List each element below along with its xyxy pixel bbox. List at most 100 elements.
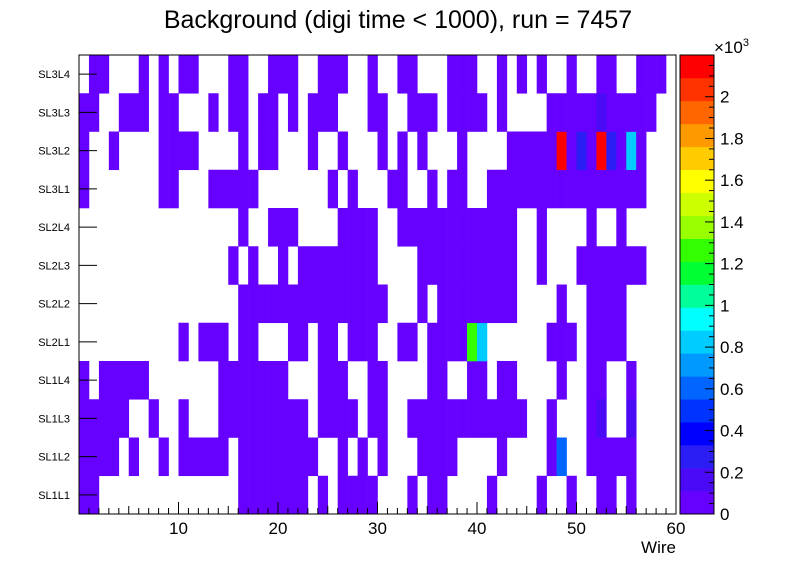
- heatmap-cell: [208, 93, 219, 132]
- heatmap-cell: [626, 399, 637, 438]
- heatmap-cell: [238, 131, 249, 171]
- heatmap-cell: [118, 93, 130, 132]
- heatmap-cell: [337, 437, 348, 477]
- z-tick-label: 0: [720, 505, 729, 524]
- heatmap-cell: [108, 361, 120, 400]
- heatmap-cell: [238, 322, 249, 362]
- heatmap-cell: [566, 322, 577, 362]
- heatmap-cell: [178, 131, 189, 171]
- z-tick-label: 1.4: [720, 213, 744, 232]
- heatmap-cell: [606, 169, 617, 209]
- z-exponent-power: 3: [743, 37, 749, 49]
- heatmap-cell: [496, 208, 508, 247]
- heatmap-cell: [208, 322, 219, 362]
- heatmap-cell: [98, 399, 110, 438]
- heatmap-cell: [357, 475, 368, 515]
- heatmap-cell: [496, 399, 508, 438]
- heatmap-cell: [437, 208, 448, 247]
- heatmap-cell: [158, 169, 169, 209]
- heatmap-cell: [407, 208, 418, 247]
- heatmap-cell: [248, 284, 259, 324]
- heatmap-cell: [238, 208, 249, 247]
- heatmap-cell: [377, 284, 388, 324]
- heatmap-cell: [417, 399, 428, 438]
- heatmap-cell: [407, 55, 418, 94]
- heatmap-cell: [287, 93, 299, 132]
- z-exponent-label: ×103: [714, 37, 749, 57]
- heatmap-cell: [606, 131, 617, 171]
- heatmap-cell: [616, 246, 627, 285]
- heatmap-cell: [616, 437, 627, 477]
- heatmap-cell: [596, 131, 607, 171]
- x-axis: 10 20 30 40 50 60: [78, 502, 685, 538]
- heatmap-cell: [516, 131, 528, 171]
- heatmap-cell: [138, 55, 149, 94]
- heatmap-cell: [228, 246, 239, 285]
- heatmap-cell: [566, 55, 577, 94]
- heatmap-cell: [457, 55, 468, 94]
- heatmap-cell: [506, 246, 518, 285]
- y-tick-label: SL3L4: [38, 69, 70, 81]
- heatmap-cell: [427, 208, 438, 247]
- heatmap-cell: [626, 437, 637, 477]
- x-tick-label: 10: [169, 519, 188, 538]
- heatmap-cell: [228, 169, 239, 209]
- heatmap-cell: [238, 284, 249, 324]
- z-tick-label: 0.2: [720, 463, 744, 482]
- heatmap-cell: [397, 55, 408, 94]
- heatmap-cell: [447, 93, 458, 132]
- heatmap-cell: [258, 399, 269, 438]
- heatmap-cell: [457, 399, 468, 438]
- heatmap-cell: [626, 475, 637, 515]
- heatmap-cell: [317, 475, 329, 515]
- heatmap-cell: [248, 169, 259, 209]
- heatmap-cell: [516, 55, 528, 94]
- heatmap-cell: [506, 361, 518, 400]
- heatmap-cell: [367, 399, 378, 438]
- heatmap-cell: [287, 322, 299, 362]
- heatmap-cell: [427, 93, 438, 132]
- heatmap-cell: [208, 437, 219, 477]
- heatmap-cell: [327, 55, 338, 94]
- heatmap-cell: [576, 169, 587, 209]
- heatmap-cell: [606, 284, 617, 324]
- heatmap-cell: [287, 399, 299, 438]
- heatmap-cell: [238, 475, 249, 515]
- heatmap-cell: [327, 93, 338, 132]
- heatmap-cell: [636, 93, 647, 132]
- heatmap-cell: [278, 284, 289, 324]
- heatmap-cell: [337, 284, 348, 324]
- heatmap-cell: [367, 246, 378, 285]
- z-tick-label: 1.8: [720, 129, 744, 148]
- heatmap-cell: [457, 284, 468, 324]
- heatmap-cell: [447, 399, 458, 438]
- heatmap-cell: [337, 361, 348, 400]
- heatmap-cell: [337, 131, 348, 171]
- y-tick-label: SL1L3: [38, 413, 70, 425]
- palette-swatch: [680, 77, 714, 102]
- heatmap-cell: [437, 361, 448, 400]
- heatmap-cell: [546, 93, 557, 132]
- heatmap-cell: [268, 361, 279, 400]
- heatmap-cell: [616, 131, 627, 171]
- heatmap-cell: [307, 284, 319, 324]
- heatmap-cell: [477, 93, 488, 132]
- heatmap-cell: [258, 475, 269, 515]
- heatmap-cell: [536, 131, 547, 171]
- heatmap-cell: [218, 322, 229, 362]
- heatmap-cell: [457, 208, 468, 247]
- z-tick-label: 0.6: [720, 380, 744, 399]
- chart-title: Background (digi time < 1000), run = 745…: [164, 6, 632, 34]
- heatmap-cell: [248, 361, 259, 400]
- heatmap-cell: [367, 475, 378, 515]
- heatmap-cell: [506, 131, 518, 171]
- z-tick-label: 0.4: [720, 422, 744, 441]
- heatmap-cell: [228, 55, 239, 94]
- palette-swatch: [680, 307, 714, 331]
- heatmap-cell: [178, 399, 189, 438]
- heatmap-cell: [556, 322, 567, 362]
- heatmap-cell: [586, 169, 597, 209]
- heatmap-cell: [427, 361, 438, 400]
- heatmap-cell: [158, 93, 169, 132]
- y-tick-label: SL2L2: [38, 299, 70, 311]
